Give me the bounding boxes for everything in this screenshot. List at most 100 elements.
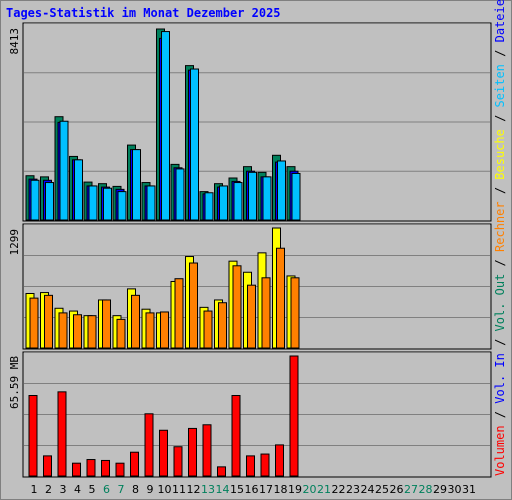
- legend-item: /: [493, 107, 507, 129]
- bar-rechner: [102, 299, 111, 349]
- bar-seiten: [146, 185, 156, 221]
- y-axis-labels: 8413 1299 65.59 MB: [8, 28, 21, 409]
- bar-volumen: [231, 394, 241, 477]
- y-max-label: 8413: [8, 28, 21, 55]
- bar-seiten: [248, 171, 257, 221]
- bar-seiten: [190, 68, 199, 221]
- bar-seiten: [161, 31, 170, 221]
- x-tick-label: 14: [216, 483, 230, 496]
- bar-volumen: [260, 453, 270, 477]
- x-axis-day-labels: 1 2 3 4 5 6 7 8 9 10 11 12 13 14 15 16 17 18 19 20 21 22 23 24 2…: [31, 483, 477, 496]
- x-tick-label: 11: [172, 483, 186, 496]
- bar-volumen: [130, 451, 139, 477]
- x-tick-label: 3: [60, 483, 67, 496]
- bar-volumen: [188, 427, 197, 477]
- bar-volumen: [217, 466, 226, 477]
- bar-rechner: [218, 302, 227, 349]
- x-tick-label: 5: [89, 483, 96, 496]
- x-tick-label: 4: [74, 483, 81, 496]
- x-tick-label: 31: [462, 483, 476, 496]
- y-max-label: 65.59 MB: [8, 356, 21, 409]
- bar-rechner: [189, 262, 198, 349]
- legend-item: /: [493, 180, 507, 202]
- bar-rechner: [73, 314, 82, 349]
- x-tick-label: 7: [118, 483, 125, 496]
- bar-seiten: [117, 191, 127, 221]
- bar-rechner: [247, 284, 256, 349]
- bar-volumen: [275, 444, 284, 477]
- bar-volumen: [144, 413, 154, 477]
- bar-rechner: [290, 277, 300, 349]
- bar-seiten: [233, 182, 243, 221]
- bar-volumen: [28, 394, 38, 477]
- bar-volumen: [43, 455, 52, 477]
- bar-seiten: [59, 120, 69, 221]
- x-tick-label: 15: [230, 483, 244, 496]
- x-tick-label: 1: [31, 483, 38, 496]
- bar-rechner: [174, 278, 184, 349]
- legend-item: /: [493, 404, 507, 426]
- bar-rechner: [44, 294, 53, 349]
- bar-rechner: [232, 265, 242, 349]
- bar-volumen: [202, 424, 212, 477]
- x-tick-label: 8: [132, 483, 139, 496]
- bar-seiten: [204, 192, 214, 221]
- bar-rechner: [203, 310, 213, 349]
- x-tick-label: 25: [375, 483, 389, 496]
- bar-seiten: [219, 185, 228, 221]
- x-tick-label: 10: [158, 483, 172, 496]
- bar-rechner: [29, 297, 39, 349]
- bar-seiten: [262, 176, 272, 221]
- bar-volumen: [173, 446, 183, 477]
- legend-item: Seiten: [493, 64, 507, 107]
- chart-bars: [25, 28, 301, 477]
- legend-item: Rechner: [493, 201, 507, 252]
- legend-item: /: [493, 331, 507, 353]
- x-tick-label: 30: [448, 483, 462, 496]
- legend-item: /: [493, 42, 507, 64]
- bar-rechner: [131, 294, 140, 349]
- x-tick-label: 20: [303, 483, 317, 496]
- x-tick-label: 22: [332, 483, 346, 496]
- bar-volumen: [86, 459, 96, 477]
- bar-rechner: [116, 318, 126, 349]
- x-tick-label: 23: [346, 483, 360, 496]
- bar-seiten: [175, 168, 185, 221]
- x-tick-label: 16: [245, 483, 259, 496]
- x-tick-label: 26: [390, 483, 404, 496]
- legend-item: Vol. In: [493, 353, 507, 404]
- legend-item: Volumen: [493, 425, 507, 476]
- bar-volumen: [101, 459, 110, 477]
- x-tick-label: 24: [361, 483, 375, 496]
- chart-title: Tages-Statistik im Monat Dezember 2025: [6, 6, 281, 20]
- bar-seiten: [277, 160, 286, 221]
- bar-volumen: [72, 462, 81, 477]
- bar-volumen: [57, 391, 67, 477]
- x-tick-label: 6: [103, 483, 110, 496]
- bar-rechner: [87, 315, 97, 349]
- bar-rechner: [160, 311, 169, 349]
- x-tick-label: 12: [187, 483, 201, 496]
- x-tick-label: 9: [147, 483, 154, 496]
- x-tick-label: 2: [45, 483, 52, 496]
- right-legend: Volumen / Vol. In / Vol. Out / Rechner /…: [493, 0, 507, 476]
- bar-seiten: [74, 159, 83, 221]
- x-tick-label: 18: [274, 483, 288, 496]
- legend-item: /: [493, 252, 507, 274]
- y-max-label: 1299: [8, 229, 21, 256]
- x-tick-label: 21: [317, 483, 331, 496]
- bar-rechner: [145, 312, 155, 349]
- bar-volumen: [159, 429, 168, 477]
- x-tick-label: 17: [259, 483, 273, 496]
- legend-item: Vol. Out: [493, 274, 507, 332]
- x-tick-label: 19: [288, 483, 302, 496]
- bar-seiten: [45, 182, 54, 221]
- bar-seiten: [103, 187, 112, 221]
- bar-seiten: [88, 185, 98, 221]
- bar-volumen: [115, 462, 125, 477]
- bar-rechner: [276, 247, 285, 349]
- x-tick-label: 13: [201, 483, 215, 496]
- bar-rechner: [58, 312, 68, 349]
- x-tick-label: 27: [404, 483, 418, 496]
